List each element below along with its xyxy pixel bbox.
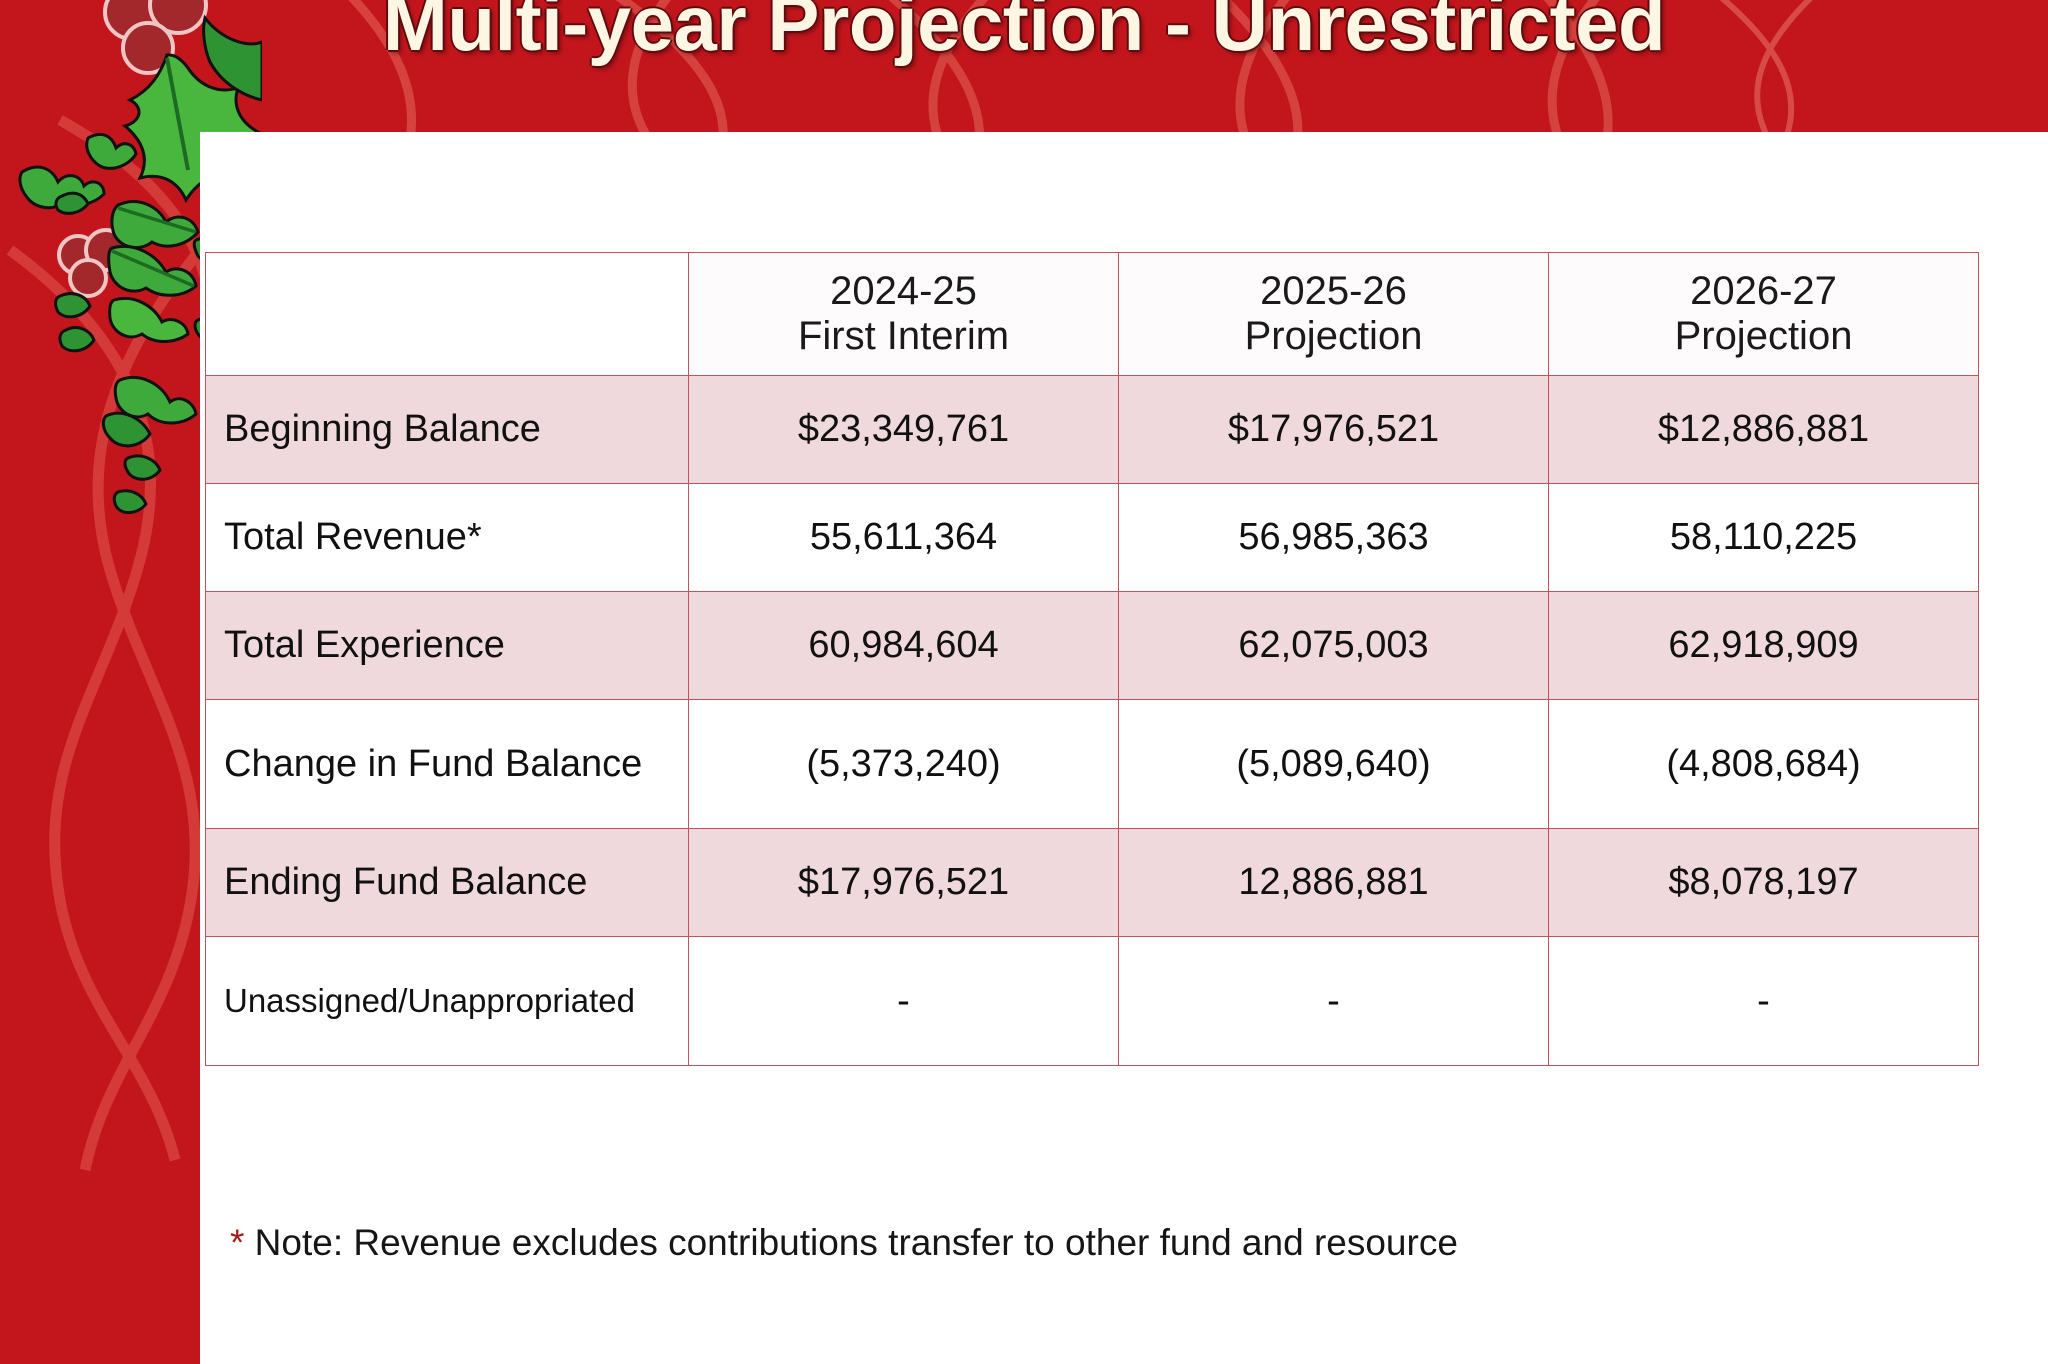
cell-total-revenue-2024-25: 55,611,364 [688, 483, 1119, 592]
table-row: Unassigned/Unappropriated - - - [205, 936, 1979, 1066]
row-label-total-experience: Total Experience [205, 591, 689, 700]
cell-unassigned-2026-27: - [1548, 936, 1979, 1066]
table-body: Beginning Balance $23,349,761 $17,976,52… [205, 375, 1979, 1066]
table-row: Change in Fund Balance (5,373,240) (5,08… [205, 699, 1979, 829]
header-cell-2025-26: 2025-26 Projection [1118, 252, 1549, 376]
cell-total-revenue-2025-26: 56,985,363 [1118, 483, 1549, 592]
cell-total-experience-2026-27: 62,918,909 [1548, 591, 1979, 700]
cell-beginning-balance-2025-26: $17,976,521 [1118, 375, 1549, 484]
table-header: 2024-25 First Interim 2025-26 Projection… [205, 252, 1979, 376]
row-label-total-revenue: Total Revenue* [205, 483, 689, 592]
footnote-text: Note: Revenue excludes contributions tra… [244, 1222, 1458, 1263]
cell-total-experience-2024-25: 60,984,604 [688, 591, 1119, 700]
projection-table-wrapper: 2024-25 First Interim 2025-26 Projection… [205, 252, 1979, 1066]
header-sub-2024-25: First Interim [797, 314, 1010, 358]
cell-total-experience-2025-26: 62,075,003 [1118, 591, 1549, 700]
header-cell-blank [205, 252, 689, 376]
cell-change-in-fund-balance-2025-26: (5,089,640) [1118, 699, 1549, 829]
cell-ending-fund-balance-2024-25: $17,976,521 [688, 828, 1119, 937]
row-label-beginning-balance: Beginning Balance [205, 375, 689, 484]
cell-unassigned-2025-26: - [1118, 936, 1549, 1066]
cell-change-in-fund-balance-2024-25: (5,373,240) [688, 699, 1119, 829]
row-label-change-in-fund-balance: Change in Fund Balance [205, 699, 689, 829]
row-label-unassigned-unappropriated: Unassigned/Unappropriated [205, 936, 689, 1066]
table-row: Beginning Balance $23,349,761 $17,976,52… [205, 375, 1979, 484]
table-row: Total Experience 60,984,604 62,075,003 6… [205, 591, 1979, 700]
title-banner [0, 0, 2048, 132]
header-cell-2024-25: 2024-25 First Interim [688, 252, 1119, 376]
row-label-ending-fund-balance: Ending Fund Balance [205, 828, 689, 937]
header-year-2026-27: 2026-27 [1690, 269, 1837, 314]
table-row: Ending Fund Balance $17,976,521 12,886,8… [205, 828, 1979, 937]
content-panel: 2024-25 First Interim 2025-26 Projection… [200, 132, 2048, 1364]
banner-ribbon-decoration [0, 0, 2048, 132]
cell-beginning-balance-2024-25: $23,349,761 [688, 375, 1119, 484]
table-row: Total Revenue* 55,611,364 56,985,363 58,… [205, 483, 1979, 592]
footnote-asterisk: * [230, 1222, 245, 1263]
cell-beginning-balance-2026-27: $12,886,881 [1548, 375, 1979, 484]
header-year-2025-26: 2025-26 [1260, 269, 1407, 314]
cell-total-revenue-2026-27: 58,110,225 [1548, 483, 1979, 592]
table-header-row: 2024-25 First Interim 2025-26 Projection… [205, 252, 1979, 376]
cell-ending-fund-balance-2026-27: $8,078,197 [1548, 828, 1979, 937]
multi-year-projection-table: 2024-25 First Interim 2025-26 Projection… [205, 252, 1979, 1066]
holly-leaf-icon [103, 0, 262, 204]
cell-unassigned-2024-25: - [688, 936, 1119, 1066]
cell-change-in-fund-balance-2026-27: (4,808,684) [1548, 699, 1979, 829]
header-cell-2026-27: 2026-27 Projection [1548, 252, 1979, 376]
cell-ending-fund-balance-2025-26: 12,886,881 [1118, 828, 1549, 937]
header-year-2024-25: 2024-25 [830, 269, 977, 314]
footnote: * Note: Revenue excludes contributions t… [230, 1222, 1458, 1264]
header-sub-2026-27: Projection [1674, 314, 1853, 358]
header-sub-2025-26: Projection [1244, 314, 1423, 358]
